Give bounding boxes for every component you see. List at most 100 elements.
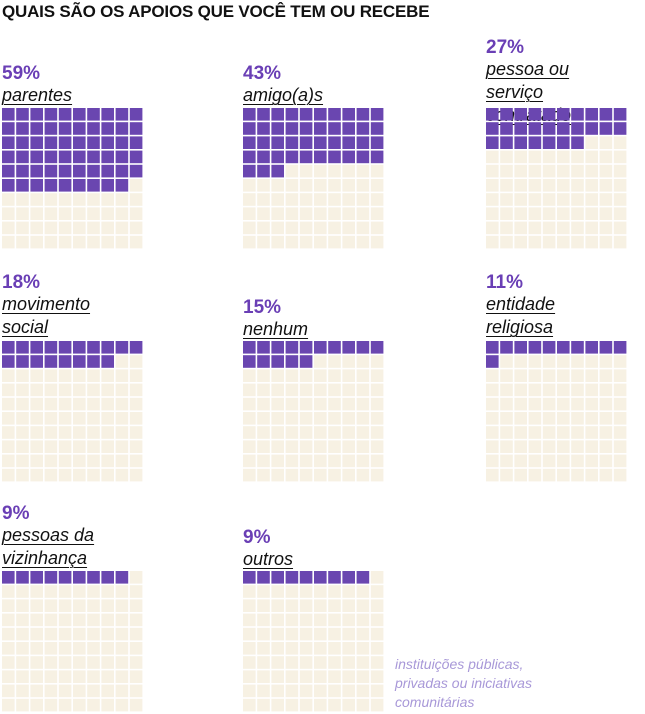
- waffle-cell-empty: [299, 585, 313, 598]
- waffle-grid: [2, 341, 143, 482]
- waffle-cell-filled: [370, 341, 384, 354]
- waffle-cell-empty: [599, 150, 613, 164]
- waffle-cell-empty: [129, 454, 143, 468]
- waffle-cell-empty: [328, 656, 341, 669]
- waffle-cell-filled: [314, 108, 327, 121]
- waffle-grid: [486, 341, 627, 482]
- waffle-cell-empty: [101, 599, 114, 612]
- waffle-cell-empty: [356, 670, 370, 683]
- waffle-cell-empty: [585, 383, 598, 397]
- waffle-cell-empty: [356, 221, 370, 235]
- waffle-cell-filled: [370, 136, 384, 149]
- waffle-cell-empty: [356, 454, 370, 468]
- waffle-cell-empty: [500, 412, 513, 425]
- waffle-cell-empty: [500, 179, 513, 192]
- waffle-cell-filled: [514, 108, 527, 121]
- waffle-cell-filled: [101, 164, 114, 178]
- waffle-cell-filled: [243, 122, 256, 135]
- waffle-cell-empty: [243, 627, 256, 641]
- waffle-cell-empty: [30, 207, 43, 220]
- chart-title: QUAIS SÃO OS APOIOS QUE VOCÊ TEM OU RECE…: [2, 2, 430, 21]
- waffle-cell-empty: [243, 642, 256, 655]
- waffle-cell-empty: [585, 164, 598, 178]
- waffle-cell-filled: [115, 136, 129, 149]
- waffle-cell-empty: [528, 179, 542, 192]
- waffle-cell-filled: [243, 136, 256, 149]
- waffle-cell-filled: [16, 355, 29, 368]
- waffle-cell-empty: [557, 440, 570, 453]
- waffle-cell-filled: [73, 164, 86, 178]
- waffle-cell-empty: [73, 599, 86, 612]
- waffle-cell-empty: [101, 412, 114, 425]
- waffle-panel: 9% outros: [243, 528, 388, 712]
- waffle-cell-filled: [571, 108, 584, 121]
- waffle-cell-filled: [87, 164, 100, 178]
- waffle-cell-empty: [342, 599, 355, 612]
- waffle-cell-empty: [101, 656, 114, 669]
- waffle-cell-empty: [129, 355, 143, 368]
- waffle-cell-empty: [73, 193, 86, 206]
- category-label: amigo(a)s: [243, 84, 388, 107]
- waffle-cell-empty: [2, 454, 15, 468]
- waffle-cell-empty: [370, 698, 384, 712]
- waffle-cell-empty: [342, 454, 355, 468]
- waffle-cell-empty: [73, 684, 86, 698]
- waffle-cell-empty: [557, 454, 570, 468]
- waffle-cell-empty: [599, 207, 613, 220]
- waffle-cell-filled: [101, 355, 114, 368]
- waffle-cell-filled: [30, 108, 43, 121]
- waffle-cell-empty: [557, 397, 570, 411]
- waffle-cell-empty: [16, 207, 29, 220]
- waffle-cell-empty: [342, 207, 355, 220]
- waffle-cell-empty: [2, 670, 15, 683]
- category-label: entidade religiosa: [486, 293, 631, 339]
- waffle-cell-filled: [271, 164, 284, 178]
- waffle-cell-filled: [285, 122, 299, 135]
- waffle-cell-filled: [514, 341, 527, 354]
- waffle-cell-empty: [342, 426, 355, 439]
- waffle-cell-empty: [58, 207, 72, 220]
- waffle-cell-empty: [528, 235, 542, 249]
- waffle-cell-filled: [101, 179, 114, 192]
- waffle-cell-empty: [342, 397, 355, 411]
- waffle-cell-filled: [542, 122, 556, 135]
- waffle-cell-empty: [314, 698, 327, 712]
- waffle-cell-empty: [585, 468, 598, 482]
- waffle-cell-empty: [486, 426, 499, 439]
- waffle-cell-filled: [58, 179, 72, 192]
- waffle-cell-empty: [328, 670, 341, 683]
- waffle-cell-empty: [585, 369, 598, 382]
- waffle-cell-empty: [243, 207, 256, 220]
- waffle-cell-empty: [257, 670, 270, 683]
- waffle-cell-empty: [44, 670, 58, 683]
- waffle-cell-filled: [87, 179, 100, 192]
- waffle-cell-empty: [271, 698, 284, 712]
- waffle-cell-empty: [87, 684, 100, 698]
- waffle-cell-empty: [528, 383, 542, 397]
- waffle-cell-empty: [514, 207, 527, 220]
- waffle-cell-filled: [44, 122, 58, 135]
- waffle-cell-empty: [599, 179, 613, 192]
- waffle-cell-empty: [285, 397, 299, 411]
- waffle-cell-empty: [129, 599, 143, 612]
- waffle-cell-empty: [101, 454, 114, 468]
- waffle-cell-empty: [314, 355, 327, 368]
- waffle-cell-empty: [328, 164, 341, 178]
- waffle-cell-empty: [500, 397, 513, 411]
- waffle-cell-empty: [271, 599, 284, 612]
- waffle-cell-empty: [585, 454, 598, 468]
- waffle-cell-empty: [314, 369, 327, 382]
- waffle-cell-empty: [16, 193, 29, 206]
- waffle-cell-empty: [101, 369, 114, 382]
- waffle-cell-empty: [356, 613, 370, 627]
- waffle-cell-empty: [257, 383, 270, 397]
- waffle-cell-filled: [58, 164, 72, 178]
- waffle-cell-empty: [271, 193, 284, 206]
- waffle-cell-empty: [356, 599, 370, 612]
- waffle-cell-empty: [528, 207, 542, 220]
- waffle-cell-filled: [299, 108, 313, 121]
- waffle-cell-filled: [299, 122, 313, 135]
- waffle-cell-filled: [514, 122, 527, 135]
- waffle-cell-filled: [16, 179, 29, 192]
- waffle-cell-empty: [101, 440, 114, 453]
